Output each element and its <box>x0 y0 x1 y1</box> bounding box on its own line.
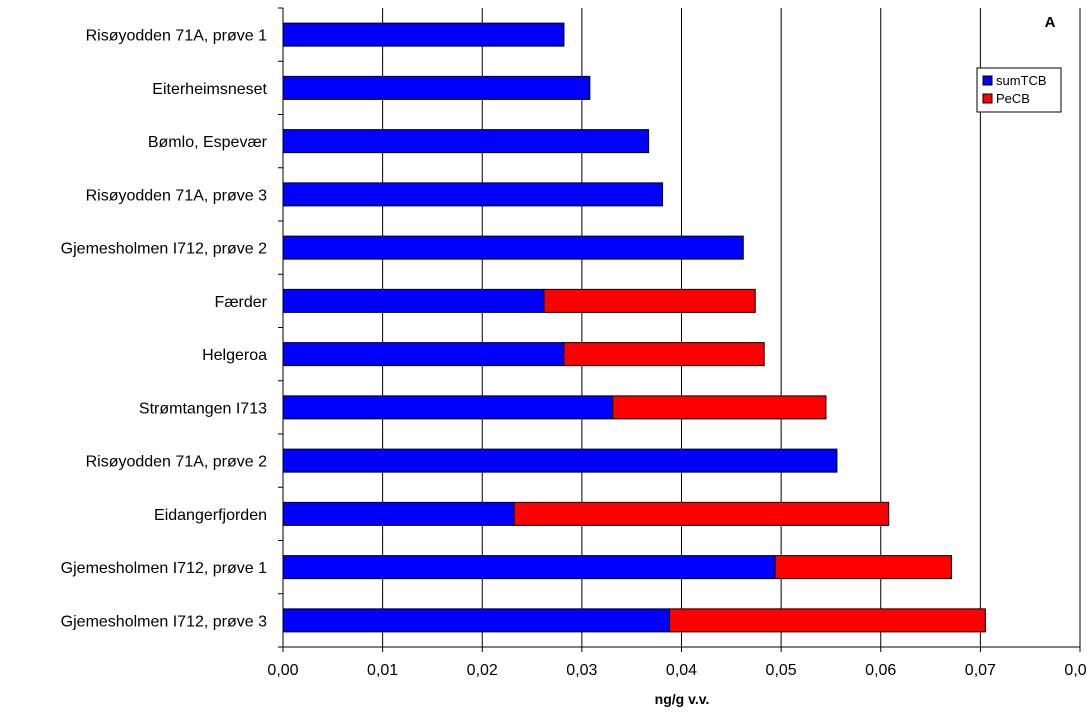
bar-pecb <box>774 555 952 580</box>
bar-sumtcb <box>282 555 776 580</box>
category-label: Risøyodden 71A, prøve 1 <box>86 28 268 45</box>
x-tick-label: 0,02 <box>467 662 498 679</box>
x-tick-label: 0,01 <box>367 662 398 679</box>
x-tick-label: 0,05 <box>766 662 797 679</box>
bar-sumtcb <box>282 342 565 367</box>
category-label: Færder <box>215 294 268 311</box>
bar-sumtcb <box>282 448 838 473</box>
bar-sumtcb <box>282 22 565 47</box>
x-tick-label: 0,07 <box>965 662 996 679</box>
category-label: Eiterheimsneset <box>152 81 267 98</box>
axes <box>278 7 1081 652</box>
category-label: Helgeroa <box>202 347 267 364</box>
legend-box <box>976 67 1062 113</box>
category-label: Eidangerfjorden <box>154 507 267 524</box>
category-label: Gjemesholmen I712, prøve 1 <box>61 560 267 577</box>
legend-swatch-sumtcb <box>982 75 993 86</box>
category-label: Gjemesholmen I712, prøve 3 <box>61 613 267 630</box>
bar-pecb <box>543 288 756 313</box>
category-label: Bømlo, Espevær <box>148 134 268 151</box>
x-tick-label: 0,06 <box>865 662 896 679</box>
x-axis-title: ng/g v.v. <box>655 691 710 707</box>
category-label: Gjemesholmen I712, prøve 2 <box>61 241 267 258</box>
gridlines <box>382 8 1081 647</box>
category-label: Risøyodden 71A, prøve 3 <box>86 187 268 204</box>
legend-swatch-pecb <box>982 93 993 104</box>
legend-label-pecb: PeCB <box>996 91 1030 106</box>
bar-sumtcb <box>282 288 545 313</box>
bar-sumtcb <box>282 235 744 260</box>
legend-label-sumtcb: sumTCB <box>996 73 1047 88</box>
panel-label: A <box>1045 14 1056 31</box>
x-tick-label: 0,08 <box>1064 662 1087 679</box>
category-label: Strømtangen I713 <box>139 400 267 417</box>
x-tick-label: 0,03 <box>566 662 597 679</box>
bar-sumtcb <box>282 129 650 154</box>
x-tick-label: 0,04 <box>666 662 697 679</box>
bar-sumtcb <box>282 395 614 420</box>
bar-sumtcb <box>282 75 591 100</box>
bar-pecb <box>563 342 765 367</box>
bar-sumtcb <box>282 608 671 633</box>
bars <box>282 22 986 633</box>
bar-pecb <box>513 501 890 526</box>
labels: Risøyodden 71A, prøve 1 Eiterheimsneset Bø… <box>61 28 1087 679</box>
bar-sumtcb <box>282 182 664 207</box>
bar-pecb <box>669 608 986 633</box>
bar-pecb <box>612 395 827 420</box>
bar-sumtcb <box>282 501 515 526</box>
category-label: Risøyodden 71A, prøve 2 <box>86 454 268 471</box>
x-tick-label: 0,00 <box>267 662 298 679</box>
legend: sumTCB PeCB <box>976 67 1062 113</box>
